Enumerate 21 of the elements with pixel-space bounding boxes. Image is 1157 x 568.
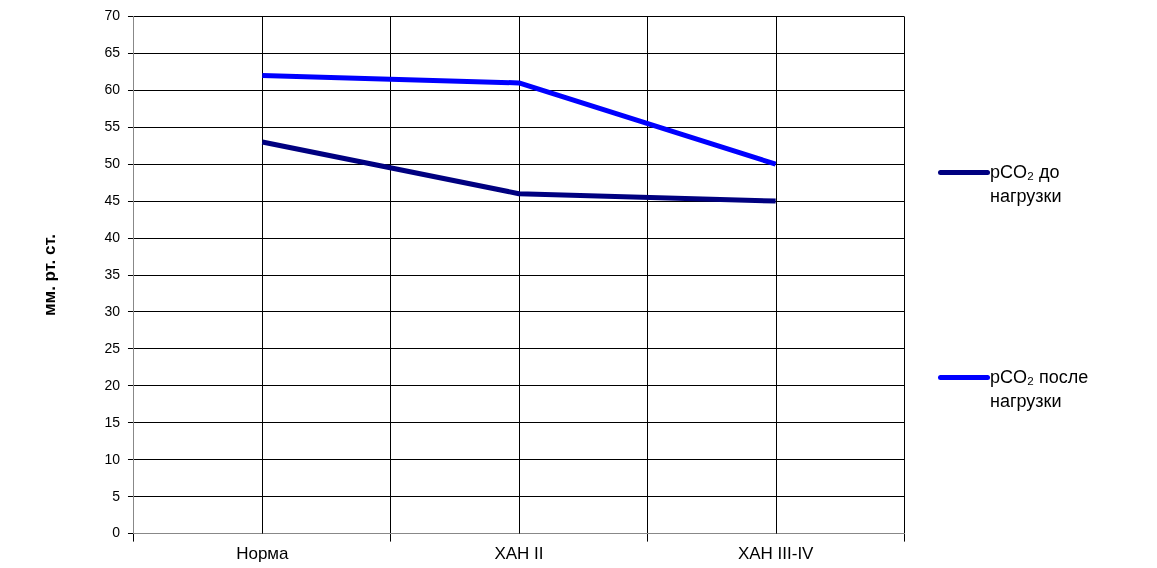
y-tick-label: 5	[112, 487, 121, 504]
legend-label: pCO₂ до нагрузки	[990, 161, 1063, 208]
legend-label: pCO₂ после нагрузки	[990, 366, 1090, 413]
x-tick-label: ХАН II	[494, 544, 544, 564]
y-tick-label: 65	[104, 44, 121, 61]
y-tick-label: 10	[104, 450, 121, 467]
y-axis-title: мм. рт. ст.	[39, 233, 59, 317]
x-tick-label: ХАН III-IV	[737, 544, 815, 564]
y-tick-label: 70	[104, 7, 121, 24]
y-tick-label: 60	[104, 81, 121, 98]
y-tick-label: 45	[104, 191, 121, 208]
y-tick-label: 15	[104, 413, 121, 430]
x-tick-label: Норма	[236, 544, 290, 564]
y-tick-label: 0	[112, 524, 121, 541]
y-tick-label: 35	[104, 265, 121, 282]
y-tick-label: 50	[104, 155, 121, 172]
y-tick-label: 55	[104, 118, 121, 135]
y-tick-label: 30	[104, 302, 121, 319]
y-tick-label: 25	[104, 339, 121, 356]
y-tick-label: 40	[104, 228, 121, 245]
y-tick-label: 20	[104, 376, 121, 393]
